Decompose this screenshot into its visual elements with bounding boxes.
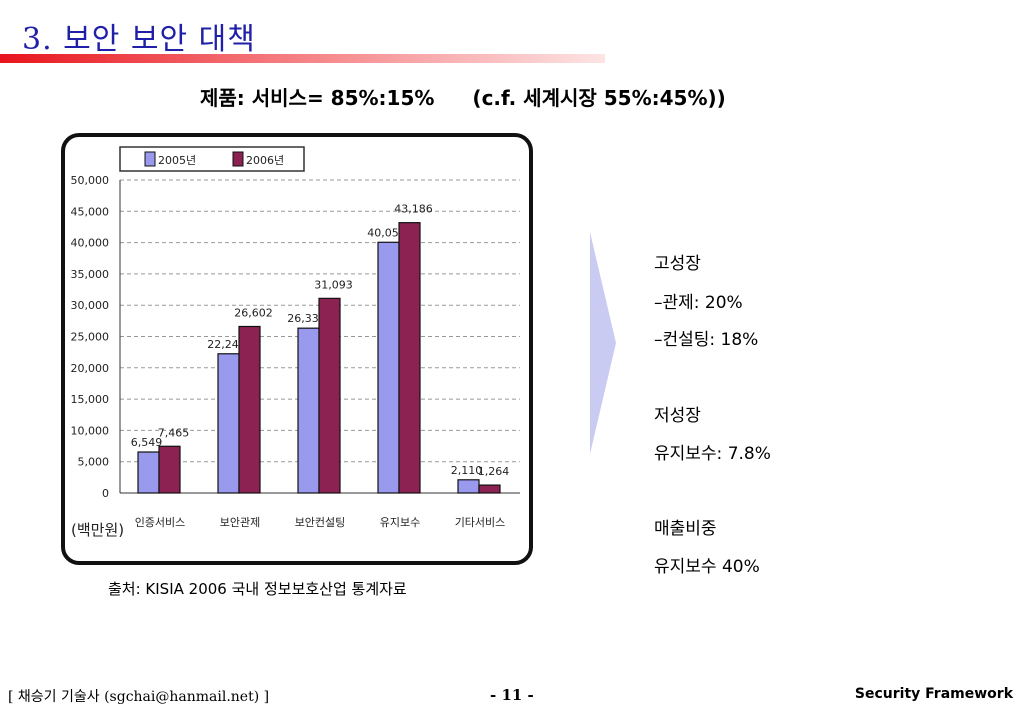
data-label: 6,549 bbox=[131, 436, 163, 449]
headline: 제품: 서비스= 85%:15% (c.f. 세계시장 55%:45%)) bbox=[200, 82, 764, 111]
y-tick-label: 40,000 bbox=[71, 237, 110, 250]
data-label: 7,465 bbox=[158, 426, 190, 439]
bar-2006 bbox=[478, 484, 501, 494]
y-tick-label: 30,000 bbox=[71, 299, 110, 312]
bar-2005 bbox=[377, 241, 400, 494]
bar-2006 bbox=[238, 325, 261, 494]
x-tick-label: 인증서비스 bbox=[135, 516, 186, 529]
footer-author: [ 채승기 기술사 (sgchai@hanmail.net) ] bbox=[8, 689, 270, 705]
y-tick-label: 5,000 bbox=[78, 456, 110, 469]
bar-2005 bbox=[297, 327, 320, 494]
bar-2005 bbox=[457, 479, 480, 494]
note-consulting: –컨설팅: 18% bbox=[654, 330, 759, 350]
x-tick-label: 보안관제 bbox=[220, 516, 260, 529]
y-tick-label: 10,000 bbox=[71, 424, 110, 437]
slide-title: 3. 보안 보안 대책 bbox=[22, 22, 256, 57]
legend-swatch bbox=[232, 151, 244, 167]
source-caption: 출처: KISIA 2006 국내 정보보호산업 통계자료 bbox=[108, 580, 407, 598]
bar-2005 bbox=[217, 353, 240, 494]
headline-ratio: 제품: 서비스= 85%:15% bbox=[200, 86, 435, 110]
y-tick-label: 0 bbox=[102, 487, 109, 500]
right-arrow-shape bbox=[590, 232, 616, 454]
bar-2006 bbox=[318, 297, 341, 494]
y-tick-label: 25,000 bbox=[71, 331, 110, 344]
data-label: 40,051 bbox=[367, 226, 406, 239]
legend-label: 2006년 bbox=[246, 154, 284, 167]
bar-2006 bbox=[398, 222, 421, 494]
footer-title: Security Framework bbox=[854, 686, 1013, 702]
note-low-growth: 저성장 bbox=[654, 406, 701, 426]
data-label: 31,093 bbox=[314, 278, 353, 291]
data-label: 26,331 bbox=[287, 312, 326, 325]
x-tick-label: 기타서비스 bbox=[455, 516, 506, 529]
y-tick-label: 50,000 bbox=[71, 174, 110, 187]
bar-2006 bbox=[158, 445, 181, 494]
data-label: 43,186 bbox=[394, 203, 433, 216]
y-tick-label: 15,000 bbox=[71, 393, 110, 406]
legend-swatch bbox=[144, 151, 156, 167]
headline-global-ratio: (c.f. 세계시장 55%:45%)) bbox=[472, 86, 726, 110]
data-label: 22,241 bbox=[207, 338, 246, 351]
data-label: 2,110 bbox=[451, 464, 483, 477]
note-high-growth: 고성장 bbox=[654, 254, 701, 274]
note-maintenance-share: 유지보수 40% bbox=[654, 557, 760, 577]
x-tick-label: 유지보수 bbox=[380, 516, 420, 529]
bar-chart: 0 5,000 10,000 15,000 20,000 25,000 30,000 35,0… bbox=[71, 146, 520, 539]
y-tick-label: 45,000 bbox=[71, 205, 110, 218]
y-tick-label: 35,000 bbox=[71, 268, 110, 281]
chart-frame: 0 5,000 10,000 15,000 20,000 25,000 30,000 35,0… bbox=[61, 133, 533, 565]
title-underline-bar bbox=[0, 54, 605, 63]
legend-label: 2005년 bbox=[158, 154, 196, 167]
note-monitoring: –관제: 20% bbox=[654, 293, 743, 313]
data-label: 1,264 bbox=[478, 465, 510, 478]
y-unit-label: (백만원) bbox=[71, 521, 124, 539]
note-maintenance-growth: 유지보수: 7.8% bbox=[654, 444, 771, 464]
note-revenue-share: 매출비중 bbox=[654, 519, 717, 539]
y-tick-label: 20,000 bbox=[71, 362, 110, 375]
x-tick-label: 보안컨설팅 bbox=[295, 516, 346, 529]
data-label: 26,602 bbox=[234, 306, 273, 319]
bar-2005 bbox=[137, 451, 160, 494]
footer-page-number: - 11 - bbox=[490, 686, 534, 704]
